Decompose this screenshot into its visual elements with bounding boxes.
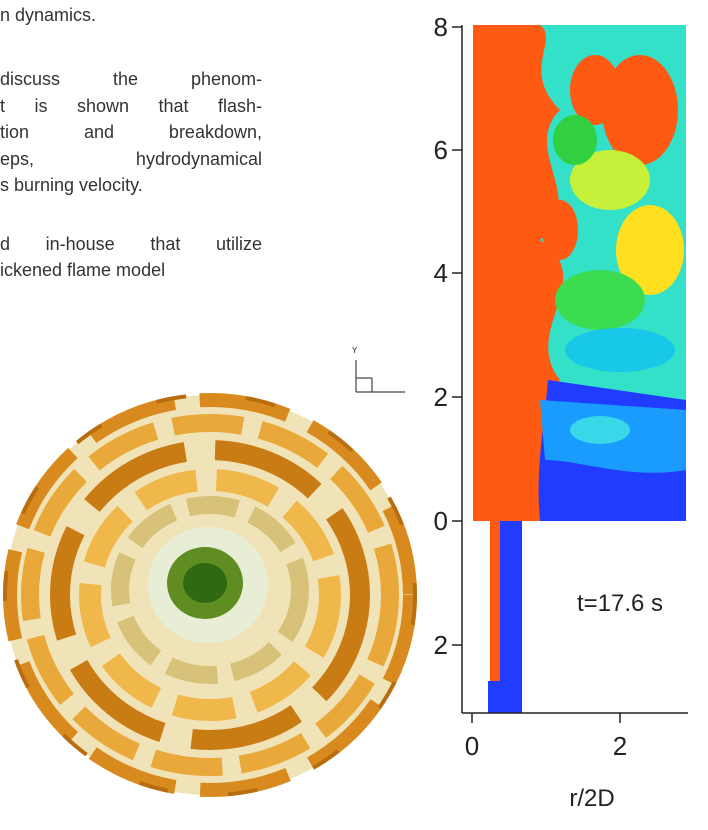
text-line: t is shown that flash-	[0, 96, 262, 116]
x-tick-label: 2	[613, 731, 627, 761]
text-line: ickened flame model	[0, 260, 166, 280]
y-tick-label: 2	[434, 630, 448, 660]
axis-icon	[355, 360, 405, 393]
axis-icon-label: Y	[352, 346, 358, 355]
y-tick-label: 8	[434, 12, 448, 42]
x-axis-label: r/2D	[569, 785, 614, 812]
y-tick-label: 6	[434, 135, 448, 165]
annotation: t=17.6 s	[577, 590, 663, 617]
contour-image	[473, 25, 686, 713]
text-line: discuss the phenom-	[0, 69, 262, 89]
axes	[452, 25, 688, 723]
text-line: d in-house that utilize	[0, 234, 262, 254]
text-line: n dynamics.	[0, 5, 97, 25]
text-line: s burning velocity.	[0, 175, 143, 195]
text-line: tion and breakdown,	[0, 122, 262, 142]
y-tick-label: 2	[434, 382, 448, 412]
y-tick-label: 4	[434, 258, 448, 288]
text-line: eps, hydrodynamical	[0, 149, 262, 169]
y-tick-label: 0	[434, 506, 448, 536]
x-tick-label: 0	[465, 731, 479, 761]
swirl-image	[3, 393, 417, 797]
